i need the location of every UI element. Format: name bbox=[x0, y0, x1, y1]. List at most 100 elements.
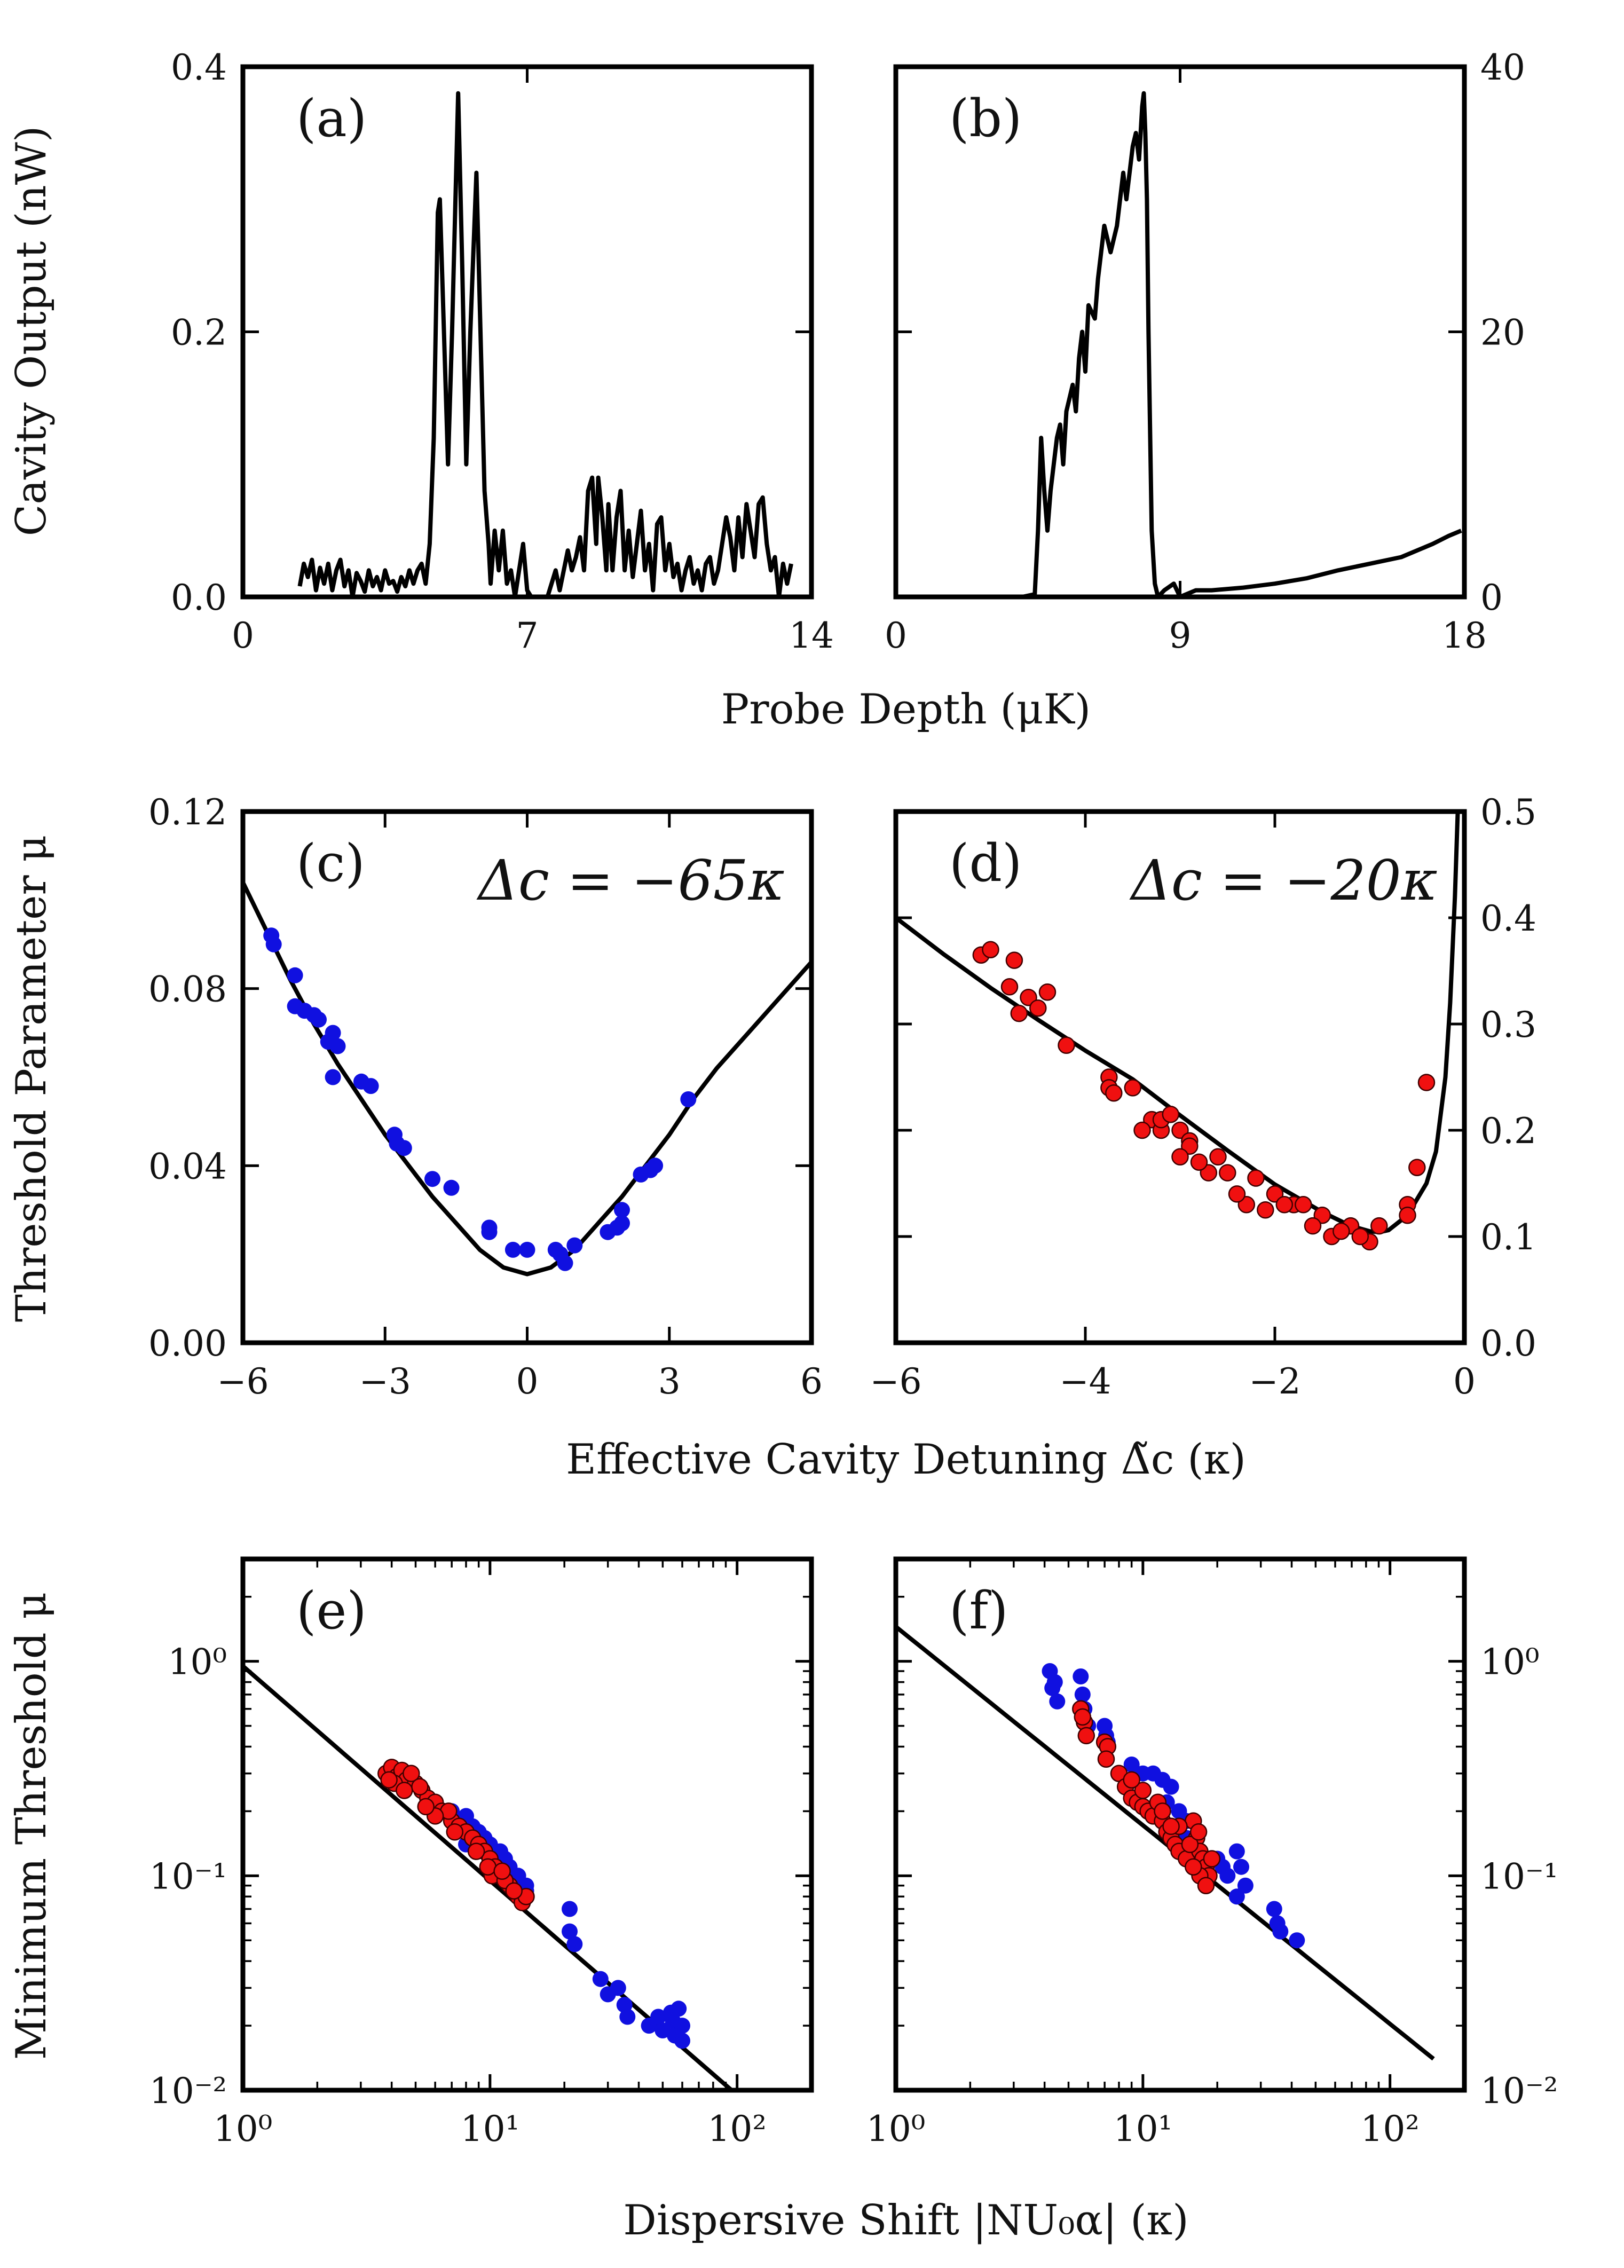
y-tick-label-a: 0.4 bbox=[171, 47, 227, 88]
y-tick-label-d: 0.1 bbox=[1480, 1217, 1536, 1258]
data-point-f-1-2 bbox=[1077, 1727, 1095, 1745]
x-tick-label-f: 10¹ bbox=[1114, 2108, 1172, 2149]
annotation-d: Δc = −20κ bbox=[1129, 848, 1438, 913]
x-tick-label-b: 9 bbox=[1169, 615, 1192, 656]
y-tick-label-d: 0.4 bbox=[1480, 898, 1536, 939]
data-point-e-1-36 bbox=[479, 1858, 497, 1876]
series-line-a bbox=[297, 91, 793, 597]
data-point-c-0-8 bbox=[325, 1025, 341, 1041]
data-point-c-0-17 bbox=[443, 1179, 460, 1196]
data-point-e-0-32 bbox=[610, 1980, 626, 1996]
panel-label-f: (f) bbox=[949, 1581, 1008, 1641]
data-point-f-0-32 bbox=[1228, 1888, 1245, 1905]
data-point-d-0-33 bbox=[1417, 1074, 1436, 1091]
panel-label-a: (a) bbox=[296, 89, 367, 148]
data-point-c-0-9 bbox=[329, 1038, 346, 1054]
axes-frame-d bbox=[893, 809, 1467, 1345]
data-point-f-1-29 bbox=[1134, 1782, 1152, 1799]
data-point-d-0-39 bbox=[1257, 1201, 1274, 1219]
x-tick-label-b: 18 bbox=[1442, 615, 1487, 656]
data-point-e-0-22 bbox=[674, 2018, 690, 2034]
data-point-f-0-21 bbox=[1237, 1877, 1254, 1894]
data-point-f-0-19 bbox=[1228, 1843, 1245, 1860]
data-point-f-0-33 bbox=[1272, 1923, 1289, 1940]
data-point-d-0-37 bbox=[1304, 1217, 1322, 1235]
data-point-c-0-25 bbox=[566, 1237, 583, 1254]
data-point-c-0-33 bbox=[680, 1091, 697, 1107]
data-point-e-0-10 bbox=[562, 1923, 578, 1940]
data-point-f-1-37 bbox=[1197, 1877, 1215, 1894]
data-point-c-0-2 bbox=[287, 967, 303, 983]
x-tick-label-d: 0 bbox=[1453, 1361, 1476, 1402]
data-point-c-0-29 bbox=[614, 1202, 630, 1218]
data-point-c-0-12 bbox=[362, 1078, 379, 1094]
y-tick-label-e: 10⁻¹ bbox=[149, 1856, 227, 1897]
data-point-c-0-32 bbox=[647, 1157, 664, 1174]
plot-area-c bbox=[243, 881, 811, 1277]
data-point-d-0-8 bbox=[1058, 1036, 1075, 1054]
data-point-f-0-20 bbox=[1233, 1858, 1249, 1875]
data-point-d-0-1 bbox=[982, 941, 999, 958]
data-point-d-0-20 bbox=[1209, 1148, 1227, 1166]
data-point-d-0-38 bbox=[1275, 1196, 1294, 1214]
y-tick-label-c: 0.08 bbox=[148, 969, 227, 1010]
data-point-d-0-12 bbox=[1124, 1079, 1142, 1097]
data-point-e-1-25 bbox=[411, 1778, 429, 1796]
data-point-f-1-33 bbox=[1074, 1708, 1092, 1726]
data-point-d-0-3 bbox=[1005, 951, 1023, 969]
row3-xlabel: Dispersive Shift |NU₀α| (κ) bbox=[623, 2196, 1188, 2245]
x-tick-label-e: 10⁰ bbox=[214, 2108, 272, 2149]
y-tick-label-d: 0.3 bbox=[1480, 1004, 1536, 1045]
data-point-e-0-17 bbox=[650, 2009, 667, 2025]
panel-c: −6 −3 0 3 6 0.00 0.04 0.08 0.12 (c) Δc = −65κ bbox=[148, 792, 823, 1402]
data-point-e-0-15 bbox=[619, 2009, 636, 2025]
data-point-f-0-11 bbox=[1163, 1778, 1179, 1795]
data-point-d-0-41 bbox=[1228, 1185, 1246, 1203]
panel-a: 0 7 14 0.0 0.2 0.4 (a) bbox=[171, 47, 834, 656]
data-point-f-1-30 bbox=[1123, 1771, 1140, 1789]
data-point-f-0-8 bbox=[1123, 1757, 1140, 1773]
data-point-f-0-26 bbox=[1074, 1686, 1091, 1703]
plot-area-f bbox=[896, 1625, 1435, 2061]
row1-ylabel: Cavity Output (nW) bbox=[7, 126, 56, 537]
y-tick-label-e: 10⁰ bbox=[168, 1642, 227, 1683]
data-point-c-0-19 bbox=[481, 1224, 498, 1240]
data-point-d-0-34 bbox=[1399, 1206, 1416, 1224]
data-point-e-1-24 bbox=[403, 1765, 420, 1782]
data-point-f-0-2 bbox=[1049, 1693, 1066, 1710]
y-tick-label-c: 0.00 bbox=[148, 1323, 227, 1364]
y-tick-label-c: 0.04 bbox=[148, 1146, 227, 1187]
axes-frame-e bbox=[240, 1556, 814, 2093]
data-point-e-1-33 bbox=[417, 1798, 435, 1816]
x-tick-label-d: −4 bbox=[1059, 1361, 1111, 1402]
x-tick-label-c: −6 bbox=[217, 1361, 269, 1402]
data-point-d-0-4 bbox=[1010, 1004, 1028, 1022]
row2-xlabel: Effective Cavity Detuning Δ̃c (κ) bbox=[566, 1436, 1246, 1484]
y-tick-label-d: 0.5 bbox=[1480, 792, 1536, 833]
plot-area-b bbox=[949, 91, 1462, 597]
x-tick-label-b: 0 bbox=[885, 615, 907, 656]
plot-area-a bbox=[297, 91, 793, 597]
y-tick-label-a: 0.2 bbox=[171, 312, 227, 353]
data-point-d-0-30 bbox=[1370, 1217, 1388, 1235]
panel-label-d: (d) bbox=[949, 833, 1022, 893]
data-point-e-1-35 bbox=[380, 1771, 398, 1789]
data-point-d-0-43 bbox=[1190, 1153, 1208, 1171]
plot-area-d bbox=[896, 812, 1460, 1251]
row2-ylabel: Threshold Parameter μ bbox=[7, 835, 56, 1322]
data-point-e-1-37 bbox=[493, 1862, 511, 1880]
axes-frame-a bbox=[240, 64, 814, 600]
x-tick-label-a: 0 bbox=[232, 615, 254, 656]
data-point-d-0-45 bbox=[1133, 1121, 1151, 1139]
data-point-e-1-31 bbox=[505, 1882, 523, 1900]
data-point-f-1-34 bbox=[1097, 1750, 1115, 1768]
data-point-d-0-22 bbox=[1247, 1169, 1265, 1187]
panel-label-b: (b) bbox=[949, 89, 1022, 148]
y-tick-label-f: 10⁰ bbox=[1480, 1642, 1539, 1683]
x-tick-label-c: 6 bbox=[800, 1361, 823, 1402]
data-point-c-0-1 bbox=[265, 936, 282, 952]
data-point-c-0-20 bbox=[504, 1241, 521, 1258]
data-point-d-0-2 bbox=[1000, 978, 1019, 996]
